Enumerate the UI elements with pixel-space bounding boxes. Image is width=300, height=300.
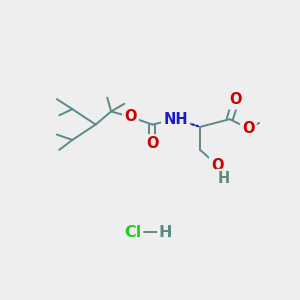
Text: H: H	[218, 171, 230, 186]
Text: O: O	[124, 110, 137, 124]
Text: O: O	[242, 121, 255, 136]
Text: NH: NH	[163, 112, 188, 127]
Text: O: O	[211, 158, 224, 173]
Text: O: O	[230, 92, 242, 107]
Text: O: O	[146, 136, 158, 151]
Text: Cl: Cl	[124, 225, 142, 240]
Text: H: H	[159, 225, 172, 240]
